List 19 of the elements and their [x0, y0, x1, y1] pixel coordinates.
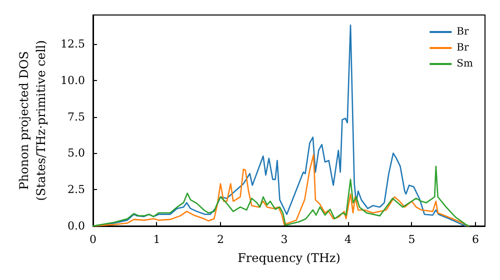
y-tick-label: 10.0	[60, 74, 85, 87]
y-tick-label: 2.5	[68, 183, 85, 196]
x-tick-label: 3	[280, 233, 288, 246]
x-tick-label: 6	[472, 233, 479, 246]
y-tick-label: 7.5	[68, 110, 85, 124]
x-tick-label: 2	[216, 233, 224, 246]
y-tick-label: 0.0	[68, 220, 85, 232]
x-tick-label: 5	[408, 233, 416, 246]
legend-label: Br	[456, 42, 470, 54]
legend-label: Sm	[456, 58, 474, 70]
legend-label: Br	[456, 26, 470, 38]
line-series	[92, 166, 470, 227]
y-tick-label: 5.0	[68, 146, 85, 160]
x-axis-title: Frequency (THz)	[238, 251, 340, 265]
y-axis-title: Phonon projected DOS (States/THz·primitive cell)	[17, 40, 48, 201]
x-tick-label: 0	[90, 233, 96, 246]
x-tick-label: 4	[344, 233, 352, 246]
x-tick-label: 1	[153, 233, 160, 246]
y-tick-label: 12.5	[60, 38, 85, 51]
